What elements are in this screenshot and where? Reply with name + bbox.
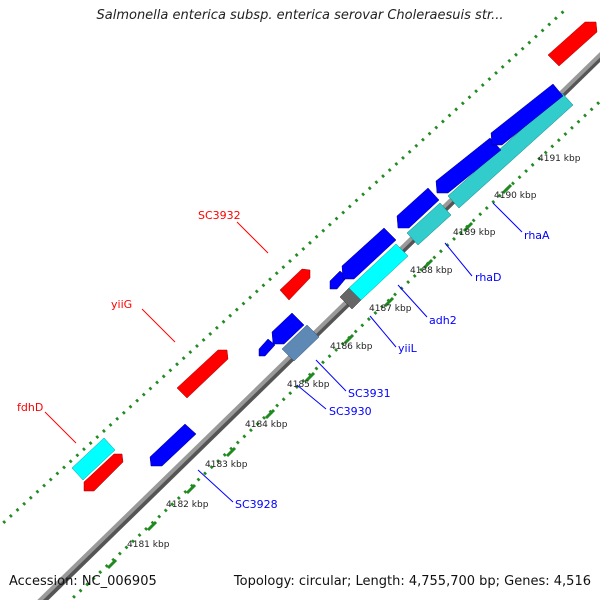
gene-label-rhaD[interactable]: rhaD — [475, 271, 502, 284]
tick-labels: 4181 kbp 4182 kbp 4183 kbp 4184 kbp 4185… — [127, 154, 581, 550]
gene-SC3932-arrow[interactable] — [279, 268, 311, 301]
leader-rhaD — [444, 242, 473, 277]
leader-SC3930 — [296, 384, 327, 410]
genome-stats-text: Topology: circular; Length: 4,755,700 bp… — [233, 574, 591, 589]
tick-label-4186: 4186 kbp — [330, 342, 373, 352]
leader-rhaA — [492, 202, 523, 233]
tick-label-4190: 4190 kbp — [494, 191, 537, 201]
tick-label-4183: 4183 kbp — [205, 460, 248, 470]
gene-label-SC3930[interactable]: SC3930 — [329, 405, 372, 418]
gene-label-yiiG[interactable]: yiiG — [111, 298, 132, 311]
gene-label-yiiL[interactable]: yiiL — [398, 342, 418, 355]
gene-yiiG-arrow[interactable] — [176, 349, 229, 399]
leader-SC3932 — [236, 221, 269, 254]
gene-rhaA-arrow-2[interactable] — [490, 83, 564, 146]
gene-labels: fdhD yiiG SC3932 SC3928 SC3930 SC3931 yi… — [17, 209, 550, 511]
gene-label-SC3928[interactable]: SC3928 — [235, 498, 278, 511]
gene-SC3928-arrow[interactable] — [149, 423, 197, 467]
leader-fdhD — [44, 411, 77, 444]
gene-label-SC3932[interactable]: SC3932 — [198, 209, 241, 222]
forward-genes — [71, 21, 598, 492]
tick-label-4187: 4187 kbp — [369, 304, 412, 314]
leader-yiiG — [141, 308, 176, 343]
accession-text: Accession: NC_006905 — [9, 574, 157, 589]
leader-adh2 — [397, 284, 428, 318]
gene-SC3930-arrow[interactable] — [281, 324, 320, 362]
gene-fdhD-arrow[interactable] — [83, 453, 124, 492]
gene-rhaD-rna[interactable] — [406, 202, 452, 246]
gene-adh2-rna[interactable] — [348, 243, 409, 301]
outer-dotted-track — [0, 8, 567, 528]
gene-label-adh2[interactable]: adh2 — [429, 314, 457, 327]
label-leaders — [44, 202, 523, 503]
gene-top-right-arrow[interactable] — [547, 21, 598, 67]
gene-label-SC3931[interactable]: SC3931 — [348, 387, 391, 400]
leader-SC3931 — [315, 359, 347, 392]
leader-SC3928 — [197, 469, 234, 503]
map-title: Salmonella enterica subsp. enterica sero… — [96, 8, 504, 23]
gene-label-rhaA[interactable]: rhaA — [524, 229, 550, 242]
gene-label-fdhD[interactable]: fdhD — [17, 401, 43, 414]
gene-fdhD-rna[interactable] — [71, 437, 116, 481]
tick-label-4188: 4188 kbp — [410, 266, 453, 276]
tick-label-4182: 4182 kbp — [166, 500, 209, 510]
tick-label-4191: 4191 kbp — [538, 154, 581, 164]
gene-SC3931b-arrow[interactable] — [271, 312, 305, 345]
gene-SC3931-arrow[interactable] — [258, 338, 276, 357]
gene-rhaD-arrow[interactable] — [396, 187, 440, 229]
tick-label-4181: 4181 kbp — [127, 540, 170, 550]
gene-rhaA-arrow-1[interactable] — [435, 137, 502, 194]
leader-yiiL — [369, 315, 397, 348]
tick-marks — [106, 183, 513, 570]
tick-label-4189: 4189 kbp — [453, 228, 496, 238]
gene-adh2-arrow[interactable] — [341, 227, 397, 280]
tick-label-4184: 4184 kbp — [245, 420, 288, 430]
reverse-genes — [149, 83, 574, 467]
tick-label-4185: 4185 kbp — [287, 380, 330, 390]
